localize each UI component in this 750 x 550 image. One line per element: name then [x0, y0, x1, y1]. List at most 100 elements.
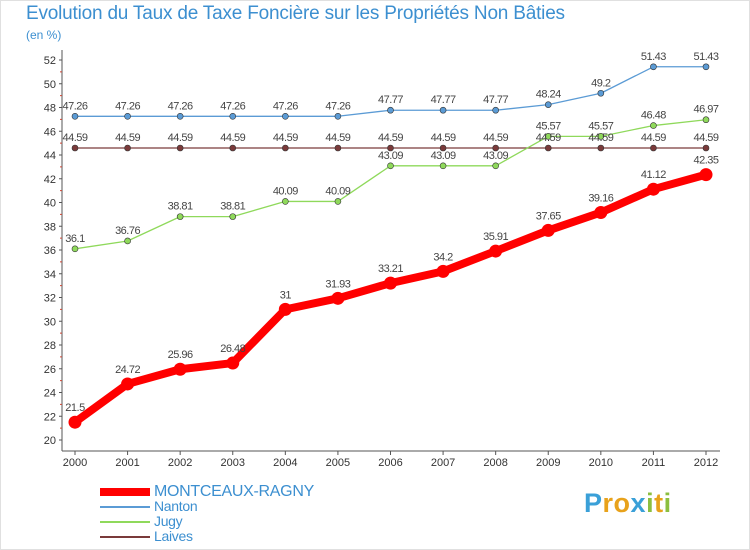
data-point — [597, 89, 605, 97]
y-tick-label: 36 — [44, 245, 56, 257]
unit-label: (en %) — [26, 28, 62, 42]
data-point — [334, 144, 342, 152]
data-label: 31 — [280, 289, 292, 301]
series-jugy — [71, 116, 710, 253]
data-point — [176, 144, 184, 152]
data-label: 44.59 — [693, 132, 718, 144]
x-tick-label: 2001 — [115, 457, 139, 469]
data-labels: 44.59 44.59 44.59 44.59 44.59 44.59 44.59 44.59… — [62, 51, 719, 414]
data-label: 44.59 — [536, 132, 561, 144]
series-laives — [71, 144, 710, 152]
data-label: 47.26 — [115, 100, 140, 112]
logo-letter: i — [646, 488, 655, 518]
data-point — [492, 106, 499, 114]
data-label: 46.97 — [693, 104, 718, 116]
data-point — [544, 144, 552, 152]
logo-letter: r — [602, 488, 614, 518]
y-tick-label: 24 — [44, 388, 56, 400]
data-point — [544, 133, 552, 140]
legend-label: Nanton — [154, 498, 198, 514]
x-tick-label: 2010 — [589, 457, 613, 469]
data-label: 44.59 — [220, 132, 245, 144]
data-point — [229, 213, 237, 220]
legend-item: Nanton — [100, 499, 360, 514]
data-point — [597, 133, 605, 140]
data-label: 44.59 — [378, 132, 403, 144]
data-label: 31.93 — [325, 278, 350, 290]
data-label: 44.59 — [483, 132, 508, 144]
data-label: 45.57 — [536, 120, 561, 132]
data-point — [650, 122, 657, 129]
data-point — [229, 144, 237, 152]
data-point — [387, 162, 394, 170]
y-tick-label: 40 — [44, 198, 56, 210]
data-point — [173, 362, 187, 376]
x-tick-label: 2008 — [483, 457, 507, 469]
data-point — [282, 144, 289, 152]
data-point — [176, 112, 184, 120]
data-label: 43.09 — [378, 150, 403, 162]
data-point — [176, 213, 184, 220]
data-point — [439, 162, 447, 170]
data-label: 36.76 — [115, 225, 140, 237]
data-point — [71, 112, 79, 120]
legend-label: Jugy — [154, 513, 183, 529]
data-label: 47.26 — [273, 100, 298, 112]
data-label: 49.2 — [591, 77, 611, 89]
line-chart: 20 22 24 26 28 30 32 34 36 38 40 42 44 46 48 50 52 2000 20… — [44, 50, 720, 469]
x-tick-label: 2011 — [642, 457, 666, 469]
data-point — [226, 356, 240, 370]
data-point — [436, 264, 450, 278]
data-label: 47.77 — [378, 94, 403, 106]
x-tick-label: 2003 — [221, 457, 245, 469]
y-tick-label: 26 — [44, 364, 56, 376]
legend-swatch — [100, 488, 150, 496]
data-label: 38.81 — [220, 201, 245, 213]
legend: MONTCEAUX-RAGNY Nanton Jugy Laives — [100, 484, 360, 544]
data-label: 39.16 — [588, 192, 613, 204]
data-point — [229, 112, 237, 120]
data-label: 38.81 — [168, 201, 193, 213]
data-point — [650, 63, 657, 71]
data-point — [282, 198, 289, 205]
data-label: 25.96 — [168, 349, 193, 361]
data-point — [334, 198, 342, 205]
data-label: 47.26 — [325, 100, 350, 112]
series-montceaux-ragny — [68, 168, 713, 429]
data-point — [384, 276, 397, 290]
y-tick-label: 20 — [44, 435, 56, 447]
data-label: 44.59 — [115, 132, 140, 144]
data-point — [702, 63, 710, 71]
data-point — [124, 144, 131, 152]
data-point — [492, 144, 499, 152]
legend-item: Laives — [100, 529, 360, 544]
y-tick-label: 22 — [44, 411, 56, 423]
y-tick-label: 46 — [44, 126, 56, 138]
data-label: 51.43 — [693, 51, 718, 63]
data-label: 44.59 — [273, 132, 298, 144]
data-point — [594, 205, 608, 219]
data-point — [646, 182, 660, 196]
y-tick-label: 34 — [44, 269, 56, 281]
data-point — [68, 415, 82, 429]
chart-title: Evolution du Taux de Taxe Foncière sur l… — [26, 3, 565, 24]
legend-swatch — [100, 521, 150, 523]
data-label: 47.26 — [168, 100, 193, 112]
y-tick-label: 30 — [44, 316, 56, 328]
data-point — [282, 112, 289, 120]
data-label: 37.65 — [536, 210, 561, 222]
data-label: 47.77 — [483, 94, 508, 106]
data-point — [124, 237, 131, 245]
data-label: 41.12 — [641, 169, 666, 181]
data-label: 36.1 — [65, 233, 85, 245]
data-point — [699, 168, 713, 182]
series-layer — [68, 63, 713, 429]
x-tick-label: 2002 — [168, 457, 192, 469]
y-tick-label: 28 — [44, 340, 56, 352]
data-label: 35.91 — [483, 231, 508, 243]
x-tick-label: 2005 — [326, 457, 350, 469]
x-tick-label: 2000 — [63, 457, 87, 469]
legend-label: Laives — [154, 528, 193, 544]
x-tick-label: 2009 — [536, 457, 560, 469]
